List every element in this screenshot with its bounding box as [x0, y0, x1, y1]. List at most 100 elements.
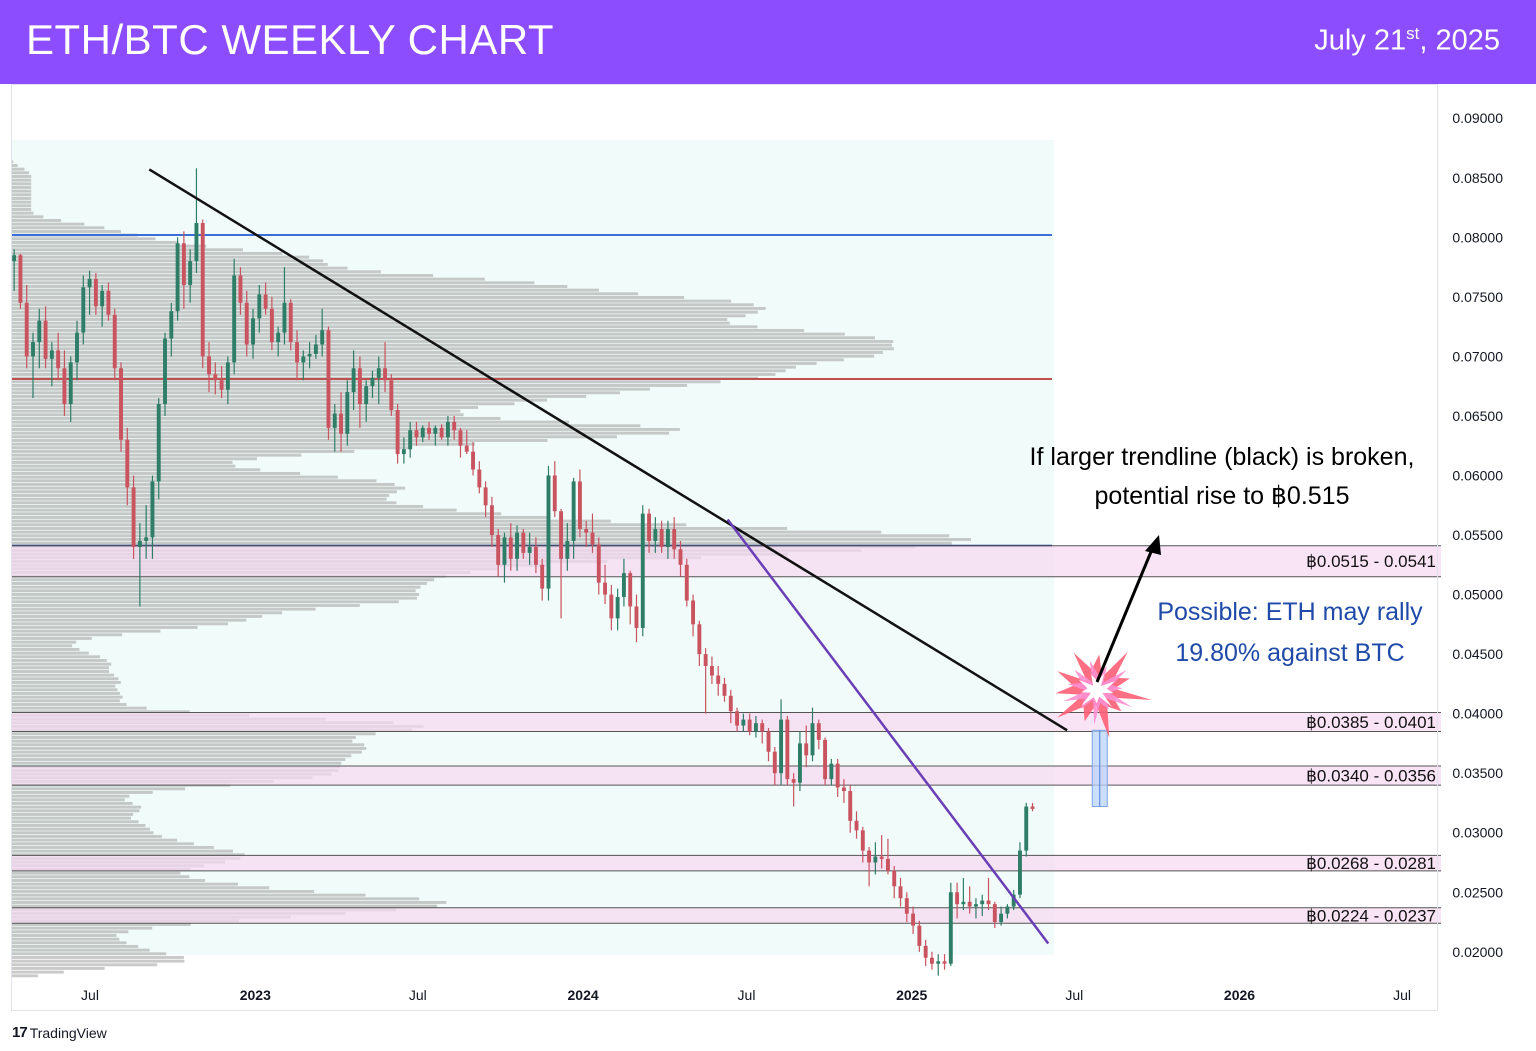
candle-body	[213, 374, 218, 381]
smaller-trendline[interactable]	[726, 518, 1050, 945]
candle-body	[527, 546, 532, 553]
zone-band	[11, 855, 1441, 871]
volume-profile-bar	[11, 809, 140, 813]
volume-profile-bar	[11, 666, 109, 670]
volume-profile-bar	[11, 252, 283, 255]
candle	[665, 520, 670, 559]
volume-profile-bar	[11, 277, 485, 281]
volume-profile-bar	[11, 662, 112, 666]
volume-profile-bar	[11, 464, 236, 468]
candle	[169, 302, 174, 357]
candle	[219, 365, 224, 399]
candle-body	[1024, 806, 1029, 851]
volume-profile-bar	[11, 622, 228, 626]
candle	[483, 481, 488, 518]
volume-profile-bar	[11, 802, 133, 805]
volume-profile-bar	[11, 211, 34, 215]
candle-body	[653, 529, 658, 541]
candle	[376, 356, 381, 405]
volume-profile-bar	[11, 439, 548, 442]
candle-body	[383, 368, 387, 381]
candle	[188, 249, 193, 303]
volume-profile-bar	[11, 208, 32, 211]
candle-body	[483, 487, 488, 506]
candle-body	[628, 573, 633, 607]
candle	[18, 253, 23, 309]
candle-body	[502, 537, 507, 565]
candle	[797, 731, 802, 792]
volume-profile-bar	[11, 688, 118, 692]
volume-profile-bar	[11, 849, 233, 853]
candle-body	[772, 751, 777, 774]
candle	[967, 886, 972, 914]
candle	[923, 939, 928, 967]
volume-profile-bar	[11, 967, 105, 970]
candle-body	[119, 368, 123, 440]
candle-body	[257, 294, 262, 319]
candle	[364, 380, 369, 422]
volume-profile-bar	[11, 600, 399, 604]
trendlines[interactable]	[148, 168, 1068, 945]
candle-body	[999, 913, 1004, 923]
larger-trendline[interactable]	[148, 168, 1068, 732]
candle-body	[728, 695, 733, 712]
volume-profile-bar	[11, 838, 178, 842]
volume-profile-bar	[11, 200, 32, 204]
volume-profile-bar	[11, 589, 416, 593]
candle	[12, 249, 17, 291]
candle	[1030, 802, 1035, 812]
volume-profile-bar	[11, 501, 397, 505]
candle	[904, 892, 909, 923]
volume-profile-bar	[11, 475, 338, 479]
candle	[332, 404, 337, 452]
volume-profile-bar	[11, 813, 134, 816]
candle	[420, 425, 425, 443]
candle	[854, 811, 859, 839]
burst-core	[1078, 673, 1115, 707]
candle-body	[288, 302, 293, 343]
y-tick-label: 0.03500	[1452, 765, 1503, 781]
chart-title: ETH/BTC WEEKLY CHART	[26, 16, 555, 63]
candle	[295, 330, 299, 381]
volume-profile-bar	[11, 435, 617, 439]
candle-body	[992, 904, 997, 923]
volume-profile-bar	[11, 303, 754, 307]
candle-body	[571, 481, 576, 541]
candle-body	[703, 654, 708, 667]
candle	[590, 513, 595, 553]
chart-plot-area[interactable]: ฿0.0515 - 0.0541 ฿0.0385 - 0.0401 ฿0.0340 …	[0, 84, 1536, 1051]
volume-profile-bar	[11, 523, 687, 527]
y-axis[interactable]: 0.02000 0.02500 0.03000 0.03500 0.04000 0.045…	[1452, 110, 1503, 960]
volume-profile-bar	[11, 241, 179, 244]
candle	[225, 356, 230, 405]
candle-body	[37, 320, 42, 343]
volume-profile-bar	[11, 934, 117, 937]
volume-profile-bar	[11, 952, 167, 956]
candle	[414, 421, 419, 446]
candle-body	[106, 290, 111, 315]
volume-profile-bar	[11, 292, 639, 296]
volume-profile-bar	[11, 791, 153, 794]
volume-profile-bar	[11, 182, 32, 186]
volume-profile-bar	[11, 970, 64, 974]
breakout-arrow	[1095, 535, 1161, 683]
volume-profile-bar	[11, 541, 952, 545]
volume-profile-bar	[11, 948, 150, 952]
candle-body	[408, 430, 413, 450]
candle-body	[225, 362, 230, 390]
candle-body	[533, 546, 538, 565]
x-axis[interactable]: Jul 2023 Jul 2024 Jul 2025 Jul 2026 Jul	[81, 987, 1411, 1003]
candle-body	[917, 925, 922, 946]
candle	[728, 689, 733, 724]
volume-profile-bar	[11, 457, 257, 461]
candle	[458, 427, 463, 458]
volume-profile-bar	[11, 761, 342, 765]
candle	[345, 380, 350, 446]
candle-body	[540, 564, 545, 589]
candle-body	[62, 368, 67, 405]
candle	[357, 356, 362, 428]
candle-body	[464, 445, 469, 452]
candle-body	[263, 294, 268, 309]
candle-body	[955, 892, 960, 905]
candle-body	[219, 380, 224, 390]
